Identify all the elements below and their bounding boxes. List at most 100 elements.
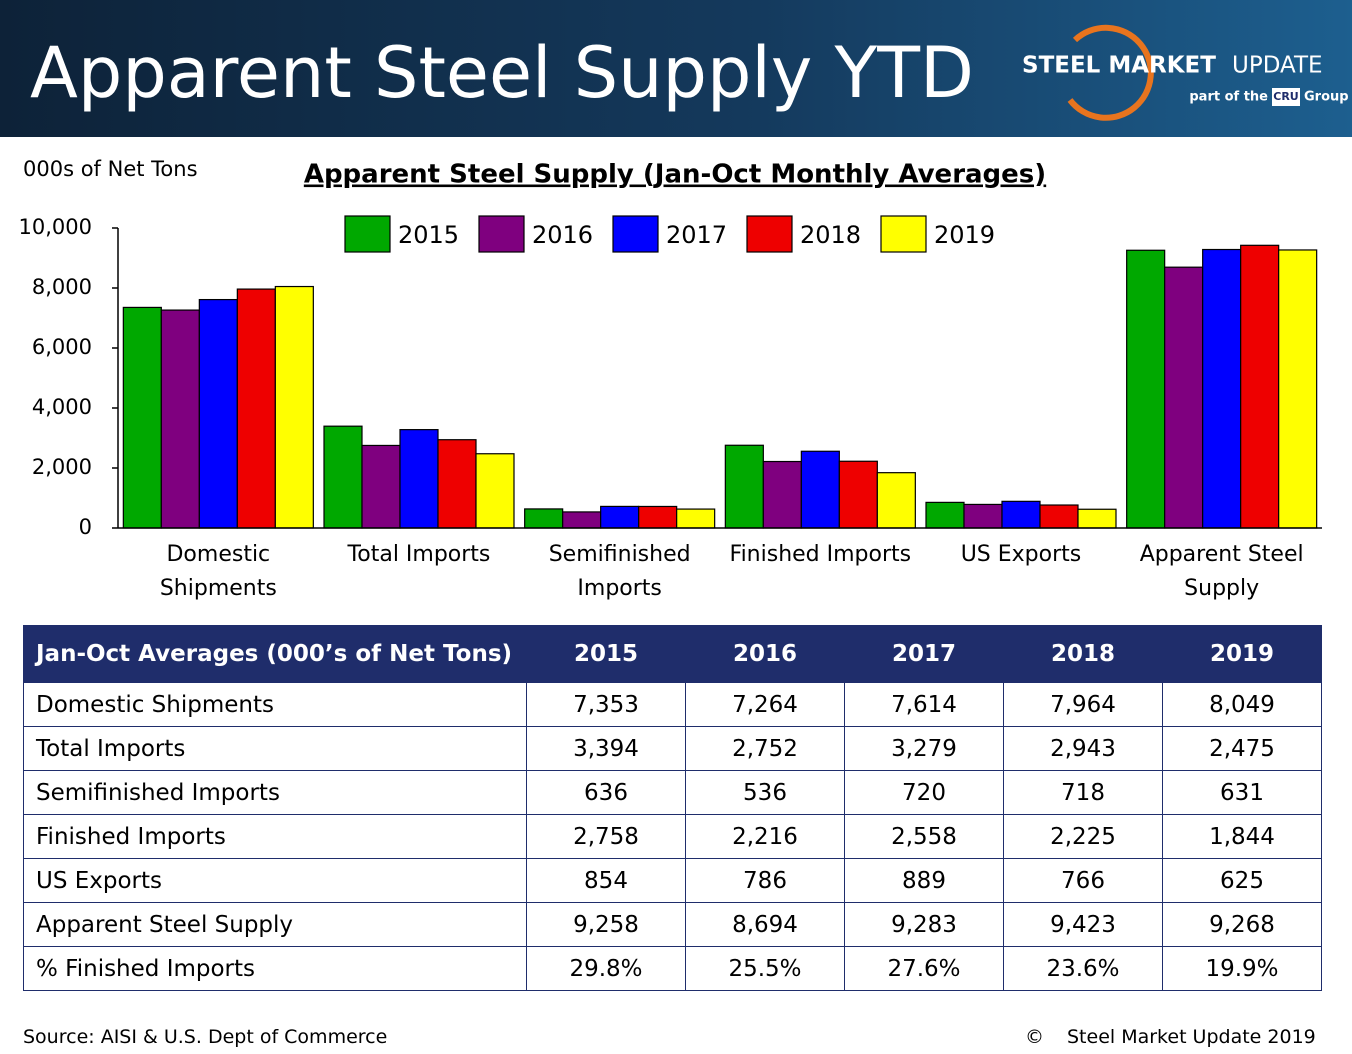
x-tick-label: Finished Imports [729,542,912,567]
logo-box [1272,88,1300,106]
table-cell: Semifinished Imports [23,770,527,815]
bar [1126,249,1166,529]
table-cell: 23.6% [1003,946,1163,991]
logo-arc [1067,24,1154,121]
bar [437,439,477,529]
bar [1278,249,1318,529]
x-tick-label: Domestic Shipments [159,542,277,601]
table-cell: Apparent Steel Supply [23,902,527,947]
table-cell: 8,049 [1162,682,1322,727]
bar [963,503,1003,529]
table-cell: 2,758 [526,814,686,859]
table-cell: Domestic Shipments [23,682,527,727]
table-cell: % Finished Imports [23,946,527,991]
x-tick-label: Total Imports [347,542,491,567]
table-cell: 718 [1003,770,1163,815]
header-cell: 2018 [1003,625,1163,683]
bar [800,450,840,529]
bar [638,505,678,529]
x-tick-label: Apparent Steel Supply [1139,542,1304,601]
bar [600,505,640,529]
table-cell: 9,283 [844,902,1004,947]
header-cell: Jan-Oct Averages (000’s of Net Tons) [23,625,527,683]
chart-title: Apparent Steel Supply (Jan-Oct Monthly A… [304,160,1046,190]
bar [676,508,716,529]
bar [524,508,564,529]
logo-light: UPDATE [1232,53,1323,79]
table-cell: 7,353 [526,682,686,727]
table-row: Semifinished Imports 636 536 720 718 631 [23,770,1322,815]
logo-bold: STEEL MARKET [1022,53,1216,79]
bar [876,472,916,529]
table-cell: 2,943 [1003,726,1163,771]
bar [361,444,401,529]
table-cell: 29.8% [526,946,686,991]
table-cell: 9,268 [1162,902,1322,947]
table-cell: 27.6% [844,946,1004,991]
table-cell: Total Imports [23,726,527,771]
y-axis-label: 000s of Net Tons [23,157,198,181]
legend-label: 2015 [398,221,459,249]
source: Source: AISI & U.S. Dept of Commerce [23,1026,388,1048]
table-cell: 7,264 [685,682,845,727]
table-cell: 536 [685,770,845,815]
table-cell: 631 [1162,770,1322,815]
y-tick-label: 0 [79,515,92,539]
bar [1039,504,1079,529]
header-cell: 2015 [526,625,686,683]
table-cell: 9,258 [526,902,686,947]
table-cell: 3,279 [844,726,1004,771]
table-row: Domestic Shipments 7,353 7,264 7,614 7,964 8,… [23,682,1322,727]
bar [399,429,439,529]
table-cell: 889 [844,858,1004,903]
table-cell: 2,225 [1003,814,1163,859]
bar [562,511,602,529]
table-row: Apparent Steel Supply 9,258 8,694 9,283 9,42… [23,902,1322,947]
table-cell: 1,844 [1162,814,1322,859]
table-cell: Finished Imports [23,814,527,859]
bar [1077,508,1117,529]
table-row: US Exports 854 786 889 766 625 [23,858,1322,903]
table-cell: 766 [1003,858,1163,903]
data-table: Jan-Oct Averages (000’s of Net Tons) 2015… [23,625,1322,991]
header-cell: 2017 [844,625,1004,683]
table-cell: 720 [844,770,1004,815]
table-cell: 7,614 [844,682,1004,727]
bar [236,288,276,529]
bar [1001,500,1041,529]
bar [323,425,363,529]
x-tick-label: US Exports [960,542,1082,567]
legend-swatch [612,215,659,253]
table-cell: 636 [526,770,686,815]
credit: Steel Market Update 2019 [1067,1026,1316,1048]
header-cell: 2019 [1162,625,1322,683]
bar [838,460,878,529]
table-cell: 25.5% [685,946,845,991]
table-cell: 3,394 [526,726,686,771]
header-cell: 2016 [685,625,845,683]
legend-swatch [880,215,927,253]
table-cell: 625 [1162,858,1322,903]
chart: Apparent Steel Supply YTD STEEL MARKET U… [18,24,1349,539]
bar [1202,248,1242,529]
table-cell: 786 [685,858,845,903]
bar [160,309,200,529]
bar [122,306,162,529]
y-tick-label: 6,000 [32,335,92,359]
logo-cru: CRU [1273,90,1298,103]
logo-sub: part of the [1189,90,1268,105]
table-cell: 854 [526,858,686,903]
legend-swatch [344,215,391,253]
table-cell: 2,475 [1162,726,1322,771]
y-tick-label: 4,000 [32,395,92,419]
bar [762,460,802,529]
table-cell: 2,752 [685,726,845,771]
logo-group: Group [1304,90,1349,105]
bar [1164,266,1204,529]
y-tick-label: 2,000 [32,455,92,479]
x-tick-label: Semifinished Imports [548,542,691,601]
bar [198,298,238,529]
table-row: Total Imports 3,394 2,752 3,279 2,943 2,475 [23,726,1322,771]
bar [1240,244,1280,529]
